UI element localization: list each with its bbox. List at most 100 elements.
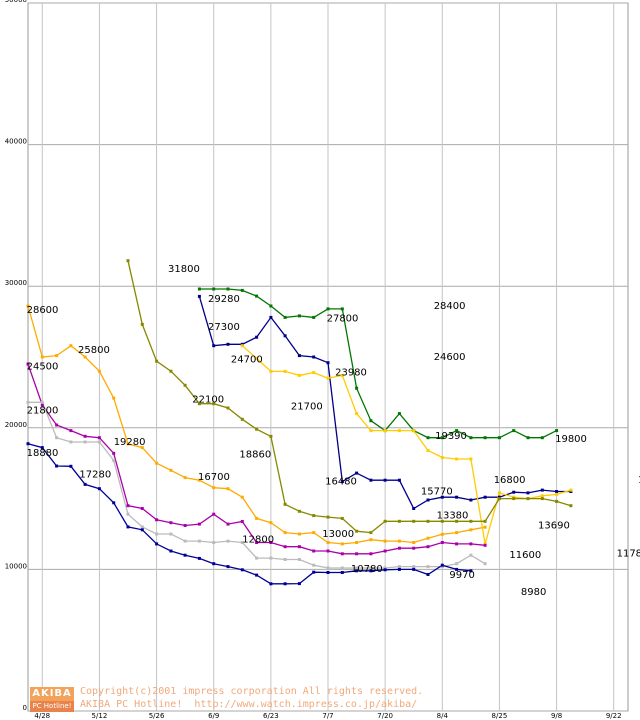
- data-point: [397, 546, 401, 550]
- series-line-12: [127, 260, 572, 534]
- data-point: [155, 532, 159, 536]
- data-point: [112, 396, 116, 400]
- data-point: [369, 566, 373, 570]
- data-point: [112, 451, 116, 455]
- data-point: [212, 402, 216, 406]
- data-point: [69, 429, 73, 433]
- data-point: [226, 406, 230, 410]
- data-point: [312, 514, 316, 518]
- data-point: [283, 369, 287, 373]
- data-point: [497, 497, 501, 501]
- data-point: [83, 440, 87, 444]
- data-point: [97, 487, 101, 491]
- data-label: 13690: [538, 520, 570, 531]
- data-point: [426, 519, 430, 523]
- data-point: [155, 518, 159, 522]
- data-point: [69, 464, 73, 468]
- data-point: [426, 573, 430, 576]
- data-label: 25800: [78, 345, 110, 356]
- data-point: [426, 536, 430, 540]
- data-point: [412, 429, 416, 433]
- data-label: 16800: [638, 475, 640, 486]
- data-label: 27300: [208, 322, 240, 333]
- data-point: [297, 314, 301, 318]
- data-label: 17280: [79, 469, 111, 480]
- data-point: [526, 497, 530, 501]
- data-point: [169, 468, 173, 472]
- data-point: [326, 541, 330, 544]
- data-point: [369, 538, 373, 542]
- data-point: [226, 342, 230, 346]
- data-point: [326, 566, 330, 570]
- data-point: [455, 567, 459, 571]
- data-point: [226, 522, 230, 526]
- data-point: [397, 478, 401, 482]
- series-line-8: [199, 288, 557, 439]
- data-point: [255, 335, 259, 339]
- data-label: 11780: [617, 549, 640, 560]
- data-point: [26, 304, 30, 308]
- data-point: [269, 521, 273, 525]
- data-point: [469, 553, 473, 557]
- data-point: [426, 545, 430, 549]
- data-label: 21800: [27, 406, 59, 417]
- y-tick-label: 40000: [5, 138, 27, 146]
- x-tick-label: 5/26: [149, 712, 165, 720]
- data-point: [40, 355, 44, 359]
- data-point: [297, 558, 301, 561]
- data-point: [340, 552, 344, 556]
- data-point: [483, 519, 487, 523]
- data-point: [355, 412, 359, 416]
- data-point: [455, 519, 459, 523]
- data-point: [126, 525, 130, 529]
- data-point: [240, 288, 244, 292]
- data-point: [183, 383, 187, 387]
- data-point: [297, 582, 301, 586]
- y-tick-label: 30000: [5, 279, 27, 287]
- data-point: [326, 549, 330, 553]
- data-point: [269, 541, 273, 544]
- data-label: 8980: [521, 587, 546, 598]
- data-label: 23980: [335, 367, 367, 378]
- data-point: [426, 498, 430, 502]
- data-point: [297, 373, 301, 377]
- x-tick-label: 6/23: [263, 712, 279, 720]
- y-tick-label: 10000: [5, 562, 27, 570]
- data-label: 28600: [27, 305, 59, 316]
- data-point: [269, 556, 273, 560]
- data-point: [397, 519, 401, 523]
- data-point: [469, 519, 473, 523]
- data-point: [197, 287, 201, 291]
- data-point: [140, 525, 144, 529]
- x-tick-label: 8/25: [492, 712, 508, 720]
- x-tick-label: 6/9: [208, 712, 219, 720]
- data-point: [455, 531, 459, 535]
- x-tick-label: 4/28: [34, 712, 50, 720]
- data-label: 24600: [434, 352, 466, 363]
- data-label: 22100: [192, 394, 224, 405]
- data-point: [412, 546, 416, 550]
- data-label: 19390: [435, 431, 467, 442]
- data-point: [97, 436, 101, 440]
- data-point: [369, 478, 373, 482]
- data-point: [312, 315, 316, 319]
- data-point: [383, 539, 387, 543]
- data-point: [169, 369, 173, 373]
- data-point: [326, 376, 330, 380]
- y-tick-label: 20000: [5, 421, 27, 429]
- data-point: [269, 315, 273, 319]
- data-point: [197, 522, 201, 526]
- data-point: [126, 442, 130, 446]
- data-point: [483, 525, 487, 529]
- data-point: [55, 464, 59, 468]
- data-point: [426, 565, 430, 569]
- data-point: [197, 294, 201, 298]
- data-point: [455, 429, 459, 433]
- data-point: [40, 403, 44, 407]
- data-point: [397, 539, 401, 543]
- data-point: [483, 436, 487, 440]
- data-point: [340, 373, 344, 377]
- data-point: [240, 520, 244, 523]
- data-point: [497, 436, 501, 440]
- data-point: [369, 429, 373, 433]
